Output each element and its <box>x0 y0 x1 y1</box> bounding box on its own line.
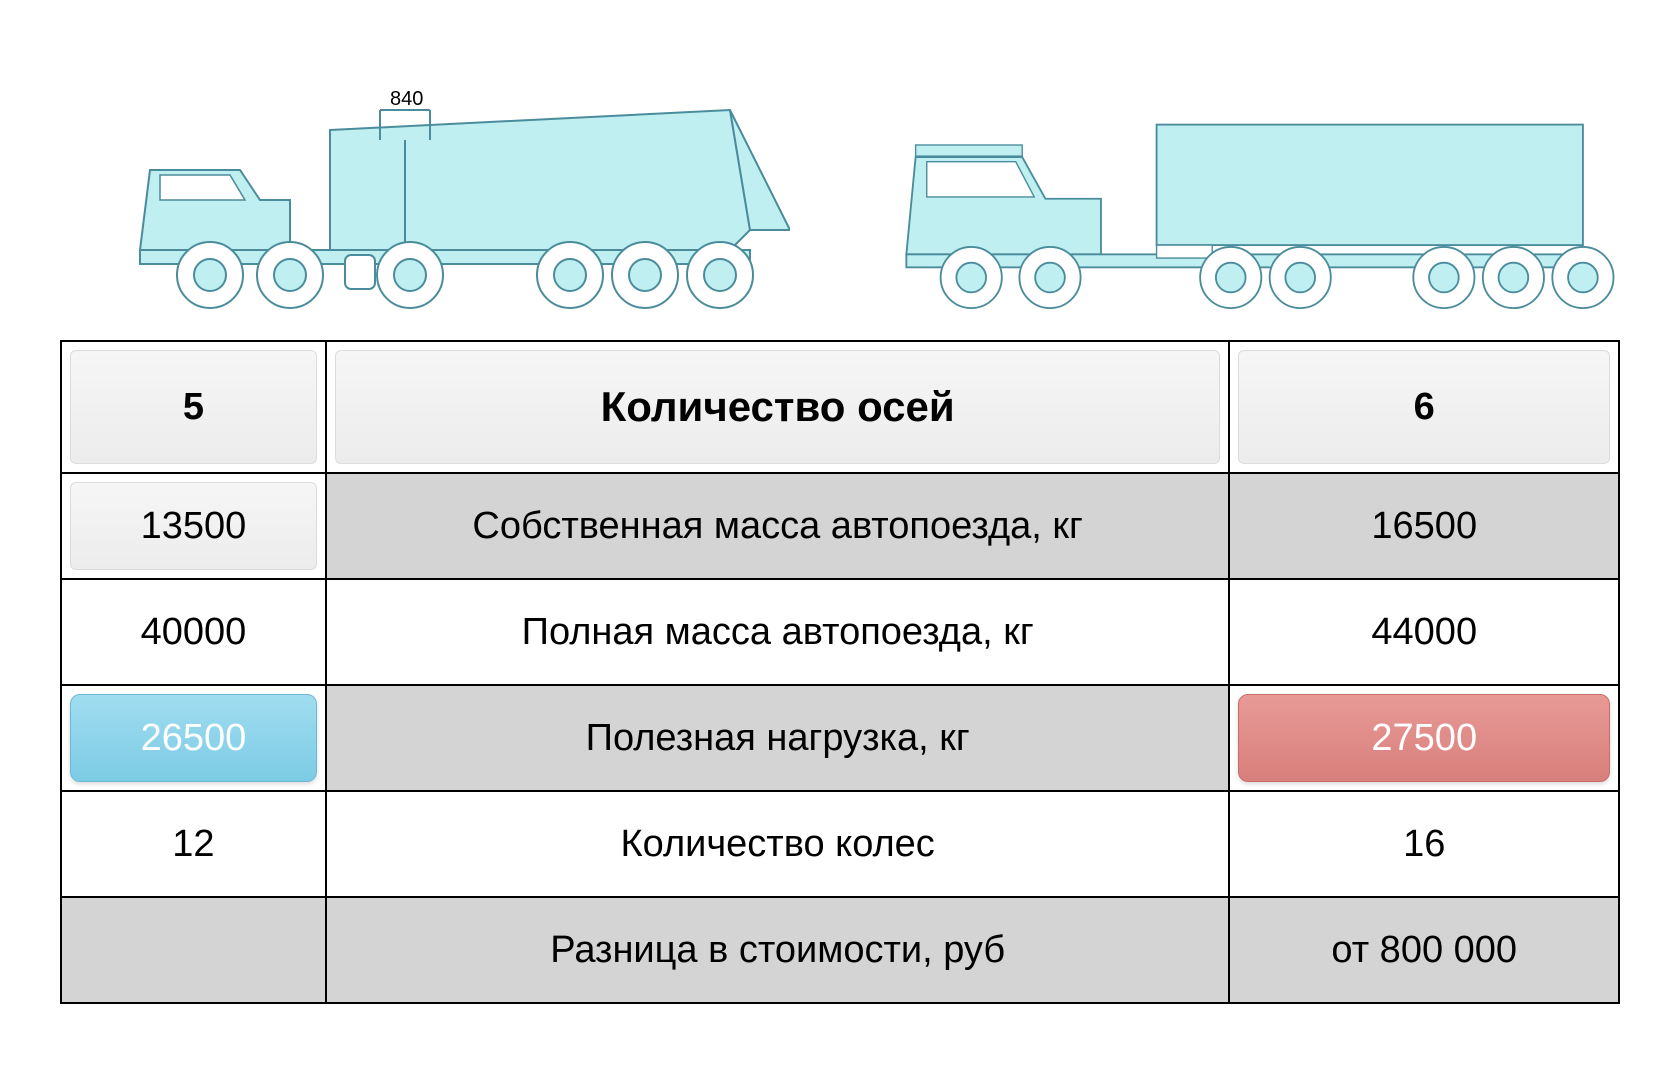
cell-mid: Полезная нагрузка, кг <box>326 685 1230 791</box>
table-row: 13500Собственная масса автопоезда, кг165… <box>61 473 1619 579</box>
cell-mid: Количество колес <box>326 791 1230 897</box>
cell-value: от 800 000 <box>1230 898 1618 1002</box>
cell-value: Собственная масса автопоезда, кг <box>327 474 1229 578</box>
header-left-cell: 5 <box>61 341 326 473</box>
cell-right: 16500 <box>1229 473 1619 579</box>
cell-left: 40000 <box>61 579 326 685</box>
cell-right: 27500 <box>1229 685 1619 791</box>
cell-value: 44000 <box>1238 588 1610 676</box>
cell-value: 12 <box>70 800 317 888</box>
table-row: 40000Полная масса автопоезда, кг44000 <box>61 579 1619 685</box>
cell-value: 27500 <box>1238 694 1610 782</box>
cell-value: Количество колес <box>335 800 1221 888</box>
header-right-cell: 6 <box>1229 341 1619 473</box>
cell-right: от 800 000 <box>1229 897 1619 1003</box>
header-left: 5 <box>70 350 317 464</box>
truck-diagram-row: 840 <box>60 50 1620 310</box>
table-row: 26500Полезная нагрузка, кг27500 <box>61 685 1619 791</box>
table-row: Разница в стоимости, рубот 800 000 <box>61 897 1619 1003</box>
cell-left <box>61 897 326 1003</box>
cell-left: 26500 <box>61 685 326 791</box>
truck-left: 840 <box>60 50 820 310</box>
cell-mid: Собственная масса автопоезда, кг <box>326 473 1230 579</box>
cell-value: Полезная нагрузка, кг <box>327 686 1229 790</box>
header-right: 6 <box>1238 350 1610 464</box>
cell-value: 40000 <box>70 588 317 676</box>
cell-left: 13500 <box>61 473 326 579</box>
header-mid: Количество осей <box>335 350 1221 464</box>
truck-right <box>860 69 1620 310</box>
cell-value: Разница в стоимости, руб <box>327 898 1229 1002</box>
cell-value <box>62 898 325 1002</box>
cell-right: 16 <box>1229 791 1619 897</box>
truck-6-axle-icon <box>860 69 1620 310</box>
cell-value: 13500 <box>70 482 317 570</box>
cell-left: 12 <box>61 791 326 897</box>
cell-value: 16500 <box>1230 474 1618 578</box>
cell-value: Полная масса автопоезда, кг <box>335 588 1221 676</box>
truck-5-axle-icon: 840 <box>90 50 790 310</box>
cell-mid: Полная масса автопоезда, кг <box>326 579 1230 685</box>
cell-value: 26500 <box>70 694 317 782</box>
cell-mid: Разница в стоимости, руб <box>326 897 1230 1003</box>
header-mid-cell: Количество осей <box>326 341 1230 473</box>
cell-value: 16 <box>1238 800 1610 888</box>
comparison-table: 5 Количество осей 6 13500Собственная мас… <box>60 340 1620 1004</box>
table-header-row: 5 Количество осей 6 <box>61 341 1619 473</box>
table-row: 12Количество колес16 <box>61 791 1619 897</box>
cell-right: 44000 <box>1229 579 1619 685</box>
dimension-label: 840 <box>390 88 423 110</box>
